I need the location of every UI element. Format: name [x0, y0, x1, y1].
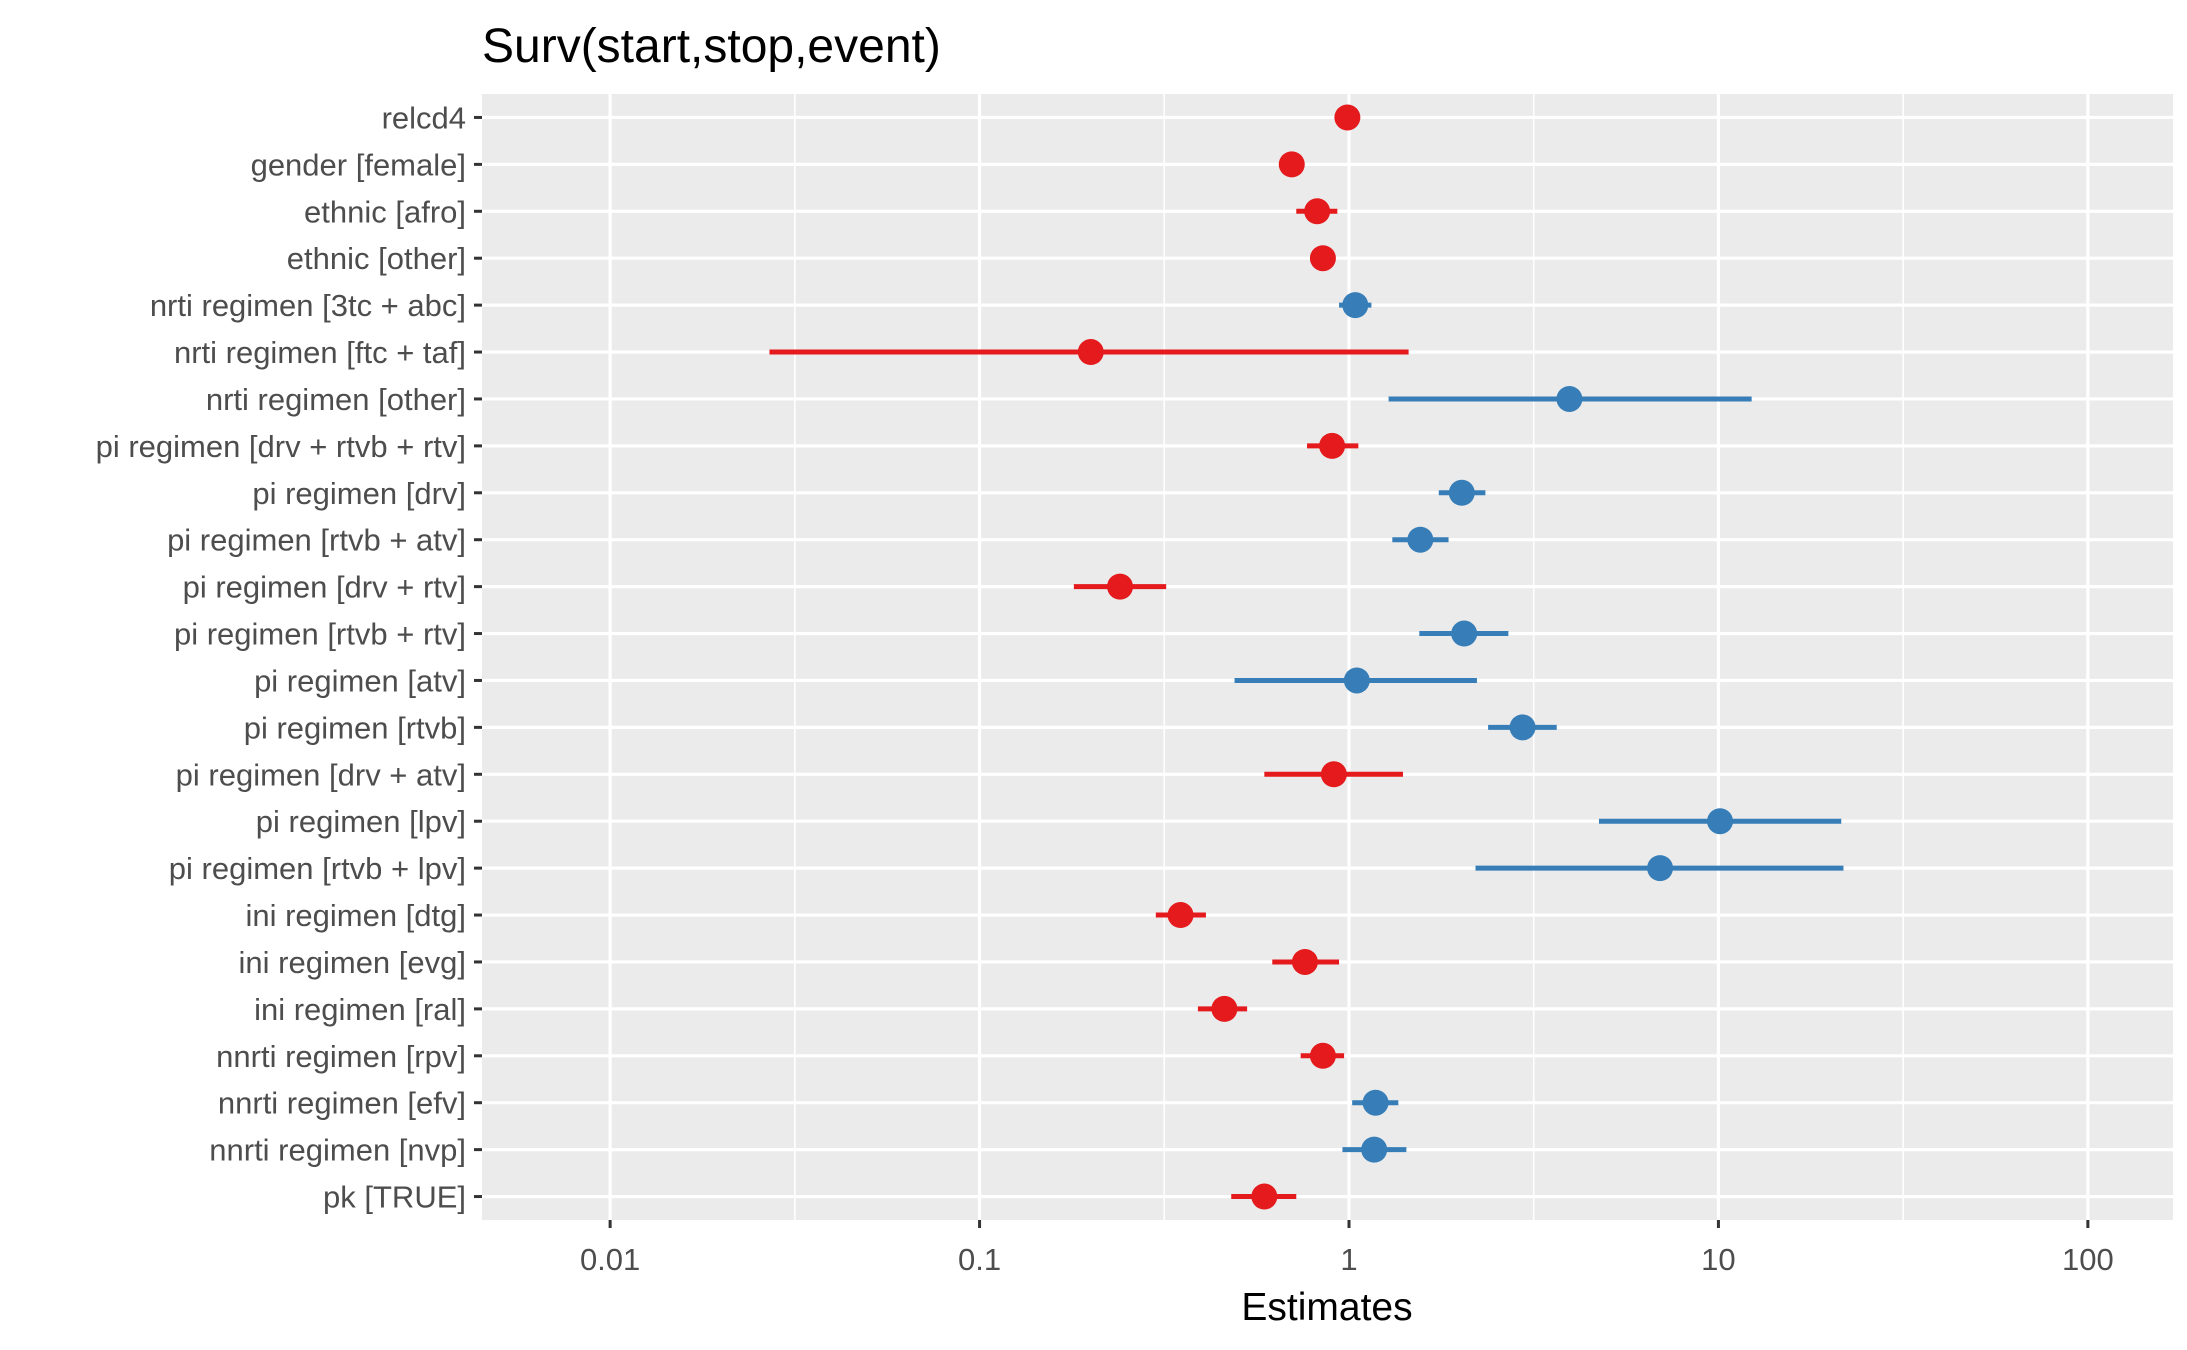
y-tick-label: pi regimen [drv + rtv] — [183, 570, 466, 605]
y-tick-label: pi regimen [drv + atv] — [176, 757, 466, 792]
x-tick-label: 0.01 — [580, 1242, 640, 1277]
estimate-point — [1448, 479, 1475, 506]
estimate-point — [1304, 198, 1331, 225]
x-tick-label: 100 — [2062, 1242, 2114, 1277]
estimate-point — [1278, 151, 1305, 178]
estimate-point — [1362, 1089, 1389, 1116]
y-tick-label: ini regimen [dtg] — [245, 898, 466, 933]
y-tick-label: relcd4 — [382, 100, 466, 135]
x-tick-label: 10 — [1701, 1242, 1735, 1277]
x-tick-label: 1 — [1340, 1242, 1357, 1277]
x-tick-label: 0.1 — [958, 1242, 1001, 1277]
estimate-point — [1361, 1136, 1388, 1163]
estimate-point — [1407, 526, 1434, 553]
y-tick-label: pk [TRUE] — [323, 1180, 466, 1215]
plot-panel — [482, 94, 2173, 1220]
y-axis-ticks — [474, 115, 482, 1199]
estimate-point — [1107, 573, 1134, 600]
estimate-point — [1509, 714, 1536, 741]
estimate-point — [1320, 761, 1347, 788]
x-axis-title: Estimates — [1241, 1286, 1412, 1329]
y-tick-label: pi regimen [rtvb] — [244, 710, 466, 745]
y-tick-label: pi regimen [lpv] — [256, 804, 466, 839]
y-tick-label: pi regimen [drv + rtvb + rtv] — [96, 429, 466, 464]
y-tick-label: pi regimen [rtvb + lpv] — [169, 851, 466, 886]
estimate-point — [1334, 104, 1361, 131]
chart-title: Surv(start,stop,event) — [482, 20, 941, 73]
y-tick-label: nrti regimen [other] — [206, 382, 466, 417]
y-tick-label: ethnic [afro] — [304, 194, 466, 229]
estimate-points — [1077, 104, 1734, 1210]
estimate-point — [1077, 339, 1104, 366]
y-tick-label: nrti regimen [ftc + taf] — [174, 335, 466, 370]
y-tick-label: nrti regimen [3tc + abc] — [150, 288, 466, 323]
y-tick-label: pi regimen [drv] — [252, 476, 466, 511]
estimate-point — [1707, 808, 1734, 835]
y-tick-label: nnrti regimen [efv] — [218, 1086, 466, 1121]
y-axis-labels: relcd4 gender [female] ethnic [afro] ethnic… — [96, 100, 466, 1214]
estimate-point — [1342, 292, 1369, 319]
estimate-point — [1309, 245, 1336, 272]
estimate-point — [1291, 948, 1318, 975]
y-tick-label: nnrti regimen [nvp] — [209, 1133, 466, 1168]
y-tick-label: pi regimen [rtvb + rtv] — [174, 617, 466, 652]
y-tick-label: pi regimen [atv] — [254, 663, 466, 698]
x-axis-tick-labels: 0.01 0.1 1 10 100 — [580, 1242, 2114, 1277]
estimate-point — [1211, 995, 1238, 1022]
estimate-point — [1343, 667, 1370, 694]
estimate-point — [1647, 855, 1674, 882]
y-tick-label: ethnic [other] — [287, 241, 466, 276]
y-tick-label: nnrti regimen [rpv] — [216, 1039, 466, 1074]
estimate-point — [1451, 620, 1478, 647]
estimate-point — [1167, 902, 1194, 929]
y-tick-label: gender [female] — [251, 147, 466, 182]
estimate-point — [1309, 1042, 1336, 1069]
x-axis-ticks — [608, 1220, 2090, 1228]
estimate-point — [1251, 1183, 1278, 1210]
y-tick-label: ini regimen [ral] — [254, 992, 466, 1027]
y-tick-label: ini regimen [evg] — [239, 945, 466, 980]
y-tick-label: pi regimen [rtvb + atv] — [167, 523, 466, 558]
estimate-point — [1556, 385, 1583, 412]
estimate-point — [1319, 432, 1346, 459]
